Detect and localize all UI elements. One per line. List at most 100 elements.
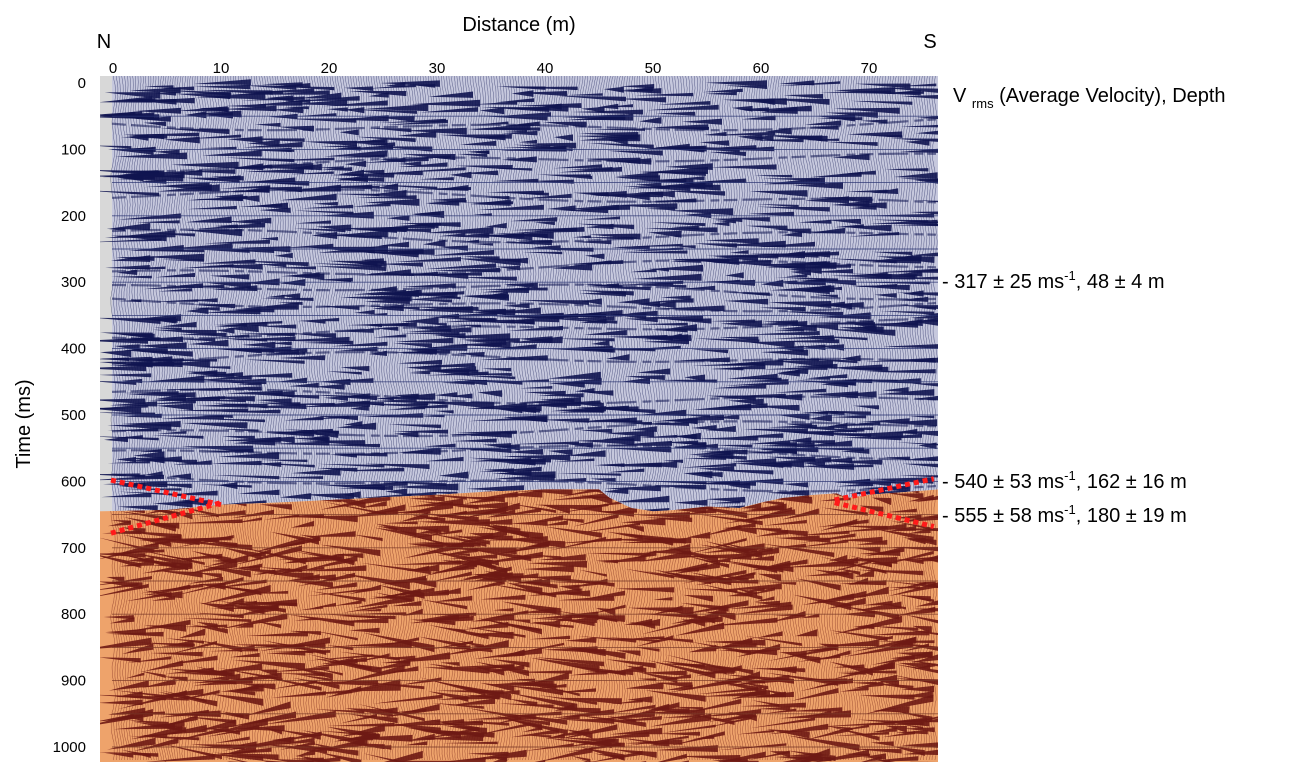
reflection-event <box>173 243 233 250</box>
seismic-trace <box>612 76 618 512</box>
reflection-event <box>272 680 318 689</box>
reflection-event <box>347 714 398 724</box>
reflection-event <box>850 100 913 105</box>
reflection-event <box>260 237 278 241</box>
reflection-event <box>394 167 466 173</box>
reflection-event <box>227 136 263 143</box>
legend-title-sub: rms <box>972 96 994 111</box>
reflection-event <box>494 233 548 238</box>
reflection-event <box>337 733 374 741</box>
legend-title: V rms (Average Velocity), Depth <box>953 85 1226 113</box>
reflection-event <box>789 539 849 549</box>
reflection-event <box>439 318 497 323</box>
reflection-event <box>477 204 544 210</box>
reflection-event <box>697 466 735 471</box>
seismic-trace <box>539 489 546 761</box>
reflection-event <box>556 473 621 476</box>
reflection-event <box>256 462 282 467</box>
reflection-event <box>392 429 449 434</box>
reflection-event <box>605 659 656 669</box>
reflection-event <box>690 472 723 478</box>
seismic-trace <box>783 76 790 512</box>
seismic-trace <box>630 489 636 761</box>
reflection-event <box>156 431 187 434</box>
reflection-event <box>870 219 938 225</box>
seismic-trace <box>222 76 228 512</box>
seismic-trace <box>409 76 415 512</box>
reflection-event <box>808 414 832 422</box>
reflection-event <box>217 712 250 720</box>
reflection-event <box>668 562 708 572</box>
reflection-event <box>470 199 511 206</box>
seismic-trace <box>916 76 923 512</box>
seismic-trace <box>833 76 839 512</box>
reflection-event <box>807 710 832 717</box>
reflection-event <box>396 291 465 297</box>
reflection-event <box>892 493 924 500</box>
seismic-trace <box>703 489 709 761</box>
reflection-event <box>300 534 320 540</box>
reflection-event <box>207 554 249 566</box>
seismic-trace <box>757 76 764 512</box>
reflection-event <box>554 703 575 711</box>
reflection-event <box>178 628 206 639</box>
reflection-event <box>259 504 292 510</box>
reflection-event <box>393 343 432 348</box>
seismic-trace <box>552 76 559 512</box>
reflection-event <box>275 476 324 479</box>
reflection-event <box>709 151 746 157</box>
reflection-event <box>225 103 266 108</box>
reflection-event <box>761 543 835 558</box>
seismic-trace <box>789 489 795 761</box>
reflection-event <box>706 403 768 409</box>
reflection-event <box>180 264 234 269</box>
reflection-event <box>385 406 426 411</box>
reflection-event <box>401 317 439 324</box>
reflection-event <box>264 514 300 520</box>
reflection-event <box>270 531 319 545</box>
reflection-event <box>893 172 938 179</box>
reflection-event <box>474 648 543 659</box>
reflection-event <box>377 115 415 122</box>
reflection-event <box>288 382 319 388</box>
reflection-event <box>660 295 691 300</box>
seismic-trace <box>609 76 616 512</box>
reflection-event <box>902 290 924 297</box>
seismic-trace <box>750 76 756 512</box>
seismic-trace <box>425 76 431 512</box>
reflection-event <box>617 298 650 305</box>
reflection-event <box>467 234 533 241</box>
reflection-event <box>903 455 938 462</box>
seismic-trace <box>110 76 116 512</box>
reflection-event <box>154 149 180 155</box>
reflection-event <box>243 701 291 717</box>
reflection-event <box>375 637 420 647</box>
y-tick-label: 700 <box>61 540 86 557</box>
reflection-event <box>374 527 432 541</box>
reflection-event <box>314 658 382 674</box>
reflection-event <box>199 640 242 653</box>
reflection-event <box>379 703 440 718</box>
seismic-trace <box>664 489 670 761</box>
reflector-horizon <box>111 388 937 405</box>
reflection-event <box>175 408 249 413</box>
reflection-event <box>783 560 855 568</box>
seismic-trace <box>125 76 132 512</box>
reflection-event <box>903 727 935 733</box>
reflection-event <box>299 606 323 611</box>
reflection-event <box>331 341 388 347</box>
seismic-trace <box>583 76 590 512</box>
reflection-event <box>897 559 924 565</box>
reflection-event <box>856 539 888 545</box>
reflection-event <box>871 651 932 665</box>
reflection-event <box>238 489 280 496</box>
seismic-trace <box>495 76 501 512</box>
reflection-event <box>769 751 790 758</box>
reflection-event <box>333 177 385 182</box>
reflection-event <box>466 579 505 591</box>
reflection-event <box>100 373 152 378</box>
seismic-trace <box>138 76 145 512</box>
reflection-event <box>103 615 134 620</box>
reflection-event <box>580 428 613 434</box>
reflection-event <box>552 615 572 622</box>
